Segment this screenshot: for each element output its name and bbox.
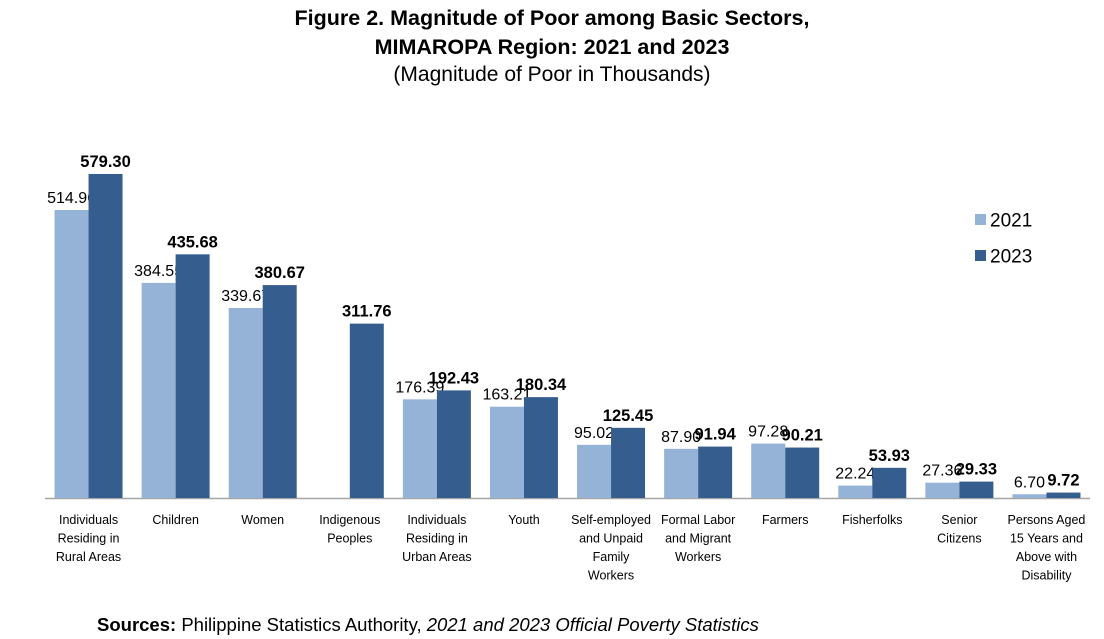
data-label-2021-6: 163.21 <box>482 387 531 404</box>
data-label-2021-10: 22.24 <box>835 466 875 483</box>
bar-2021-6 <box>489 406 524 498</box>
legend-label-2021: 2021 <box>990 211 1032 232</box>
category-label-line: Fisherfolks <box>842 513 902 527</box>
bar-2021-2 <box>141 282 176 498</box>
category-label-line: Senior <box>941 513 977 527</box>
bar-2021-11 <box>925 482 960 498</box>
category-label-10: Fisherfolks <box>842 513 902 527</box>
category-label-7: Self-employed and Unpaid Family Workers <box>571 513 651 583</box>
data-label-2021-2: 384.55 <box>134 263 183 280</box>
bar-chart: 514.96 579.30 Individuals Residing in Rural … <box>45 153 1090 583</box>
data-label-2021-5: 176.39 <box>395 379 444 396</box>
category-label-line: Residing in <box>406 532 468 546</box>
category-label-line: Indigenous <box>319 513 380 527</box>
category-label-12: Persons Aged 15 Years and Above with Disabi… <box>1008 513 1086 583</box>
category-label-line: Self-employed <box>571 513 651 527</box>
data-label-2023-11: 29.33 <box>956 461 997 479</box>
source-note: Sources: Philippine Statistics Authority… <box>97 614 759 636</box>
chart-title-line-2: MIMAROPA Region: 2021 and 2023 <box>374 35 730 59</box>
data-label-2023-8: 91.94 <box>694 426 736 444</box>
bar-2023-2 <box>175 254 210 498</box>
bar-2021-7 <box>577 444 612 498</box>
data-label-2021-12: 6.70 <box>1014 474 1045 491</box>
data-label-2023-12: 9.72 <box>1047 472 1079 490</box>
bar-2023-5 <box>436 390 471 498</box>
category-label-2: Children <box>152 513 199 527</box>
category-label-line: Peoples <box>327 532 372 546</box>
data-label-2023-4: 311.76 <box>342 303 392 321</box>
chart-subtitle: (Magnitude of Poor in Thousands) <box>393 63 711 86</box>
category-label-4: Indigenous Peoples <box>319 513 380 546</box>
bar-2023-1 <box>88 174 123 498</box>
category-label-line: and Migrant <box>665 532 732 546</box>
category-label-line: Workers <box>588 569 634 583</box>
source-label: Sources: <box>97 614 177 635</box>
data-label-2021-3: 339.67 <box>221 288 270 305</box>
data-label-2023-10: 53.93 <box>869 447 910 465</box>
data-label-2023-3: 380.67 <box>254 264 304 282</box>
bar-2021-3 <box>228 308 263 498</box>
bar-2021-1 <box>54 209 89 498</box>
bar-2023-6 <box>523 397 558 498</box>
category-label-line: and Unpaid <box>579 532 643 546</box>
bar-2023-10 <box>872 467 907 498</box>
bar-2021-8 <box>664 448 699 498</box>
data-label-2023-2: 435.68 <box>167 233 217 251</box>
bar-2023-12 <box>1046 492 1081 498</box>
data-label-2023-9: 90.21 <box>782 427 823 445</box>
bar-2023-11 <box>959 481 994 498</box>
bar-2023-9 <box>785 447 820 498</box>
legend-swatch-2021 <box>975 214 986 225</box>
data-label-2021-1: 514.96 <box>47 190 96 207</box>
bar-2021-12 <box>1012 494 1047 498</box>
data-label-2021-11: 27.36 <box>922 463 962 480</box>
data-label-2023-7: 125.45 <box>603 407 653 425</box>
legend-swatch-2023 <box>975 250 986 261</box>
category-label-line: Workers <box>675 550 721 564</box>
source-agency: Philippine Statistics Authority, <box>181 614 422 635</box>
bar-2021-10 <box>838 485 873 498</box>
category-label-line: Residing in <box>58 532 120 546</box>
category-label-line: Family <box>593 550 631 564</box>
category-label-line: 15 Years and <box>1010 532 1083 546</box>
category-label-line: Urban Areas <box>402 550 471 564</box>
category-label-line: Formal Labor <box>661 513 735 527</box>
bar-2023-7 <box>611 427 646 498</box>
category-label-line: Women <box>241 513 284 527</box>
category-label-line: Persons Aged <box>1008 513 1086 527</box>
source-publication: 2021 and 2023 Official Poverty Statistic… <box>426 614 759 635</box>
category-label-9: Farmers <box>762 513 809 527</box>
category-label-3: Women <box>241 513 284 527</box>
category-label-line: Above with <box>1016 550 1077 564</box>
category-label-1: Individuals Residing in Rural Areas <box>56 513 121 564</box>
data-label-2023-6: 180.34 <box>516 376 567 394</box>
category-label-11: Senior Citizens <box>937 513 981 546</box>
data-label-2023-1: 579.30 <box>80 153 130 171</box>
category-label-line: Citizens <box>937 532 981 546</box>
category-label-line: Farmers <box>762 513 809 527</box>
bar-2023-8 <box>698 446 733 498</box>
bar-2023-4 <box>349 323 384 498</box>
data-label-2021-7: 95.02 <box>574 425 614 442</box>
bar-2023-3 <box>262 285 297 498</box>
data-label-2021-8: 87.90 <box>661 429 701 446</box>
bar-2021-9 <box>751 443 786 498</box>
data-label-2023-5: 192.43 <box>429 369 479 387</box>
data-label-2021-9: 97.28 <box>748 424 788 441</box>
category-label-line: Individuals <box>407 513 466 527</box>
category-label-8: Formal Labor and Migrant Workers <box>661 513 735 564</box>
category-label-6: Youth <box>508 513 540 527</box>
category-label-line: Children <box>152 513 199 527</box>
legend-label-2023: 2023 <box>990 247 1032 268</box>
chart-title-line-1: Figure 2. Magnitude of Poor among Basic … <box>294 6 810 30</box>
bar-2021-5 <box>402 399 437 498</box>
category-label-5: Individuals Residing in Urban Areas <box>402 513 471 564</box>
category-label-line: Youth <box>508 513 540 527</box>
category-label-line: Individuals <box>59 513 118 527</box>
category-label-line: Disability <box>1021 569 1072 583</box>
category-label-line: Rural Areas <box>56 550 121 564</box>
